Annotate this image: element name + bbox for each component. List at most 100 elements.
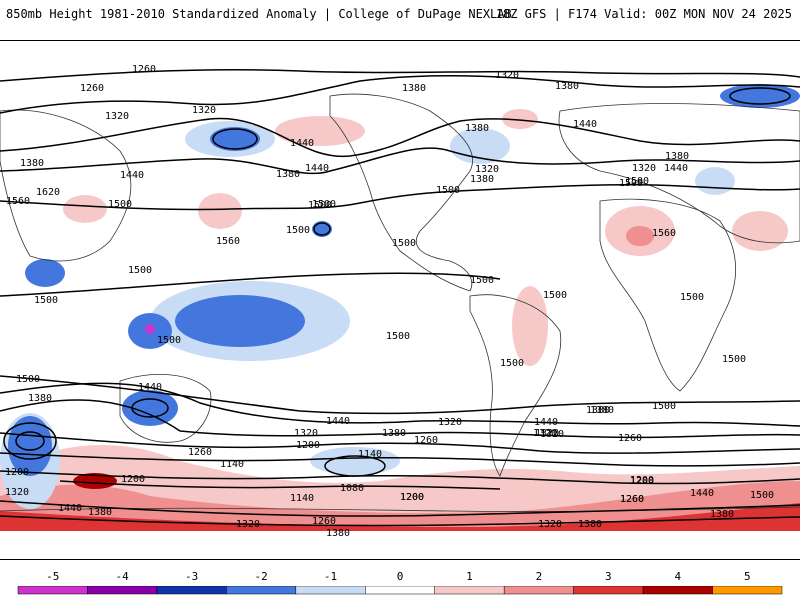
colorbar-swatch (156, 586, 227, 595)
southern-strong-positive-anomaly (0, 481, 800, 531)
chart-title: 850mb Height 1981-2010 Standardized Anom… (6, 7, 512, 21)
colorbar-swatch (712, 586, 783, 595)
contour-label: 1260 (618, 433, 642, 444)
colorbar-swatch (17, 586, 88, 595)
contour-label: 1200 (400, 492, 424, 503)
contour-closed-low-north-pacific (212, 128, 258, 150)
contour-label: 1500 (625, 176, 649, 187)
contour-1440-south (0, 382, 800, 427)
negative-anomaly-south-atlantic (310, 447, 400, 475)
contour-label: 1500 (543, 290, 567, 301)
positive-anomaly-tibet (63, 195, 107, 223)
contour-1500-south (0, 375, 800, 415)
contour-1320-south (0, 432, 800, 454)
contour-label: 1320 (438, 417, 462, 428)
contour-label: 1440 (138, 382, 162, 393)
contour-label: 1500 (386, 331, 410, 342)
colorbar-swatch (226, 586, 297, 595)
contour-label: 1320 (540, 429, 564, 440)
contour-label: 1500 (680, 292, 704, 303)
positive-anomaly-arabia (732, 211, 788, 251)
colorbar-tick-label: 2 (535, 570, 543, 583)
contour-label: 1200 (5, 467, 29, 478)
contour-closed-low-hawaii (313, 222, 331, 236)
colorbar-swatch (573, 586, 644, 595)
contour-1140-south (59, 480, 501, 490)
contour-label: 1380 (470, 174, 494, 185)
contour-label: 1380 (555, 81, 579, 92)
contour-label: 1320 (236, 519, 260, 530)
contour-label: 1500 (308, 200, 332, 211)
contour-label: 1260 (414, 435, 438, 446)
negative-anomaly-tasman (122, 390, 178, 426)
colorbar-swatch (642, 586, 713, 595)
colorbar-tick-label: -1 (323, 570, 338, 583)
colorbar-swatch (365, 586, 435, 595)
contour-label: 1440 (290, 138, 314, 149)
colorbar-tick-label: -4 (115, 570, 129, 583)
colorbar-swatch (87, 586, 158, 595)
contour-label: 1380 (665, 151, 689, 162)
contour-label: 1260 (620, 494, 644, 505)
contour-1500-tropics (0, 272, 501, 297)
coastline-south-america (469, 294, 562, 477)
colorbar-tick-label: 4 (674, 570, 682, 583)
contour-closed-low-south-pacific-inner (15, 431, 45, 451)
contour-1320-north (0, 75, 800, 114)
coastline-australia (119, 374, 212, 443)
contour-label: 1380 (465, 123, 489, 134)
positive-anomaly-alaska (275, 116, 365, 146)
contour-label: 1320 (192, 105, 216, 116)
positive-anomaly-north-pacific (198, 193, 242, 229)
contour-label: 1380 (28, 393, 52, 404)
contour-label: 1500 (619, 178, 643, 189)
negative-anomaly-south-pacific-west-core (8, 416, 52, 476)
contour-label: 1320 (105, 111, 129, 122)
contour-label: 1380 (326, 528, 350, 539)
colorbar-scale (17, 586, 783, 595)
map-svg: 1260 1260 1320 1380 1320 1380 1440 1320 … (0, 64, 800, 539)
positive-anomaly-core (73, 473, 117, 489)
height-contours (0, 68, 800, 527)
positive-anomaly-west-africa-core (626, 226, 654, 246)
contour-label: 1500 (157, 335, 181, 346)
contour-label: 1500 (722, 354, 746, 365)
colorbar-tick-label: 5 (743, 570, 751, 583)
contour-label: 1320 (632, 163, 656, 174)
contour-1380-north (0, 117, 800, 158)
contour-label: 1620 (36, 187, 60, 198)
colorbar-tick-label: 0 (396, 570, 404, 583)
contour-1380-south (0, 399, 800, 439)
contour-1200-south (0, 470, 800, 485)
contour-label: 1500 (16, 374, 40, 385)
anomaly-shading (0, 84, 800, 531)
contour-label: 1500 (34, 295, 58, 306)
contour-label: 1200 (296, 440, 320, 451)
title-bar: 850mb Height 1981-2010 Standardized Anom… (0, 0, 800, 40)
contour-label: 1440 (58, 503, 82, 514)
contour-label: 1320 (535, 428, 559, 439)
contour-label: 1140 (358, 449, 382, 460)
contour-1320-polar (0, 500, 800, 517)
anomaly-map: 1260 1260 1320 1380 1320 1380 1440 1320 … (0, 40, 800, 560)
contour-label: 1500 (470, 275, 494, 286)
colorbar-tick-label: -3 (185, 570, 199, 583)
contour-label: 1500 (652, 401, 676, 412)
contour-label: 1440 (573, 119, 597, 130)
contour-label: 1200 (121, 474, 145, 485)
contour-label: 1500 (286, 225, 310, 236)
contour-label: 1500 (312, 199, 336, 210)
contour-label: 1380 (578, 519, 602, 530)
contour-label: 1380 (586, 405, 610, 416)
contour-label: 1320 (538, 519, 562, 530)
contour-label: 1380 (382, 428, 406, 439)
contour-label: 1140 (290, 493, 314, 504)
contour-1260-south (0, 452, 800, 467)
contour-label: 1440 (690, 488, 714, 499)
contour-label: 1260 (132, 64, 156, 75)
contour-closed-low-south-pacific (3, 422, 57, 460)
contour-1260-north (0, 68, 800, 82)
colorbar: -5 -4 -3 -2 -1 0 1 2 3 4 5 (0, 570, 800, 600)
colorbar-tick-label: -2 (254, 570, 268, 583)
colorbar-swatch (434, 586, 505, 595)
